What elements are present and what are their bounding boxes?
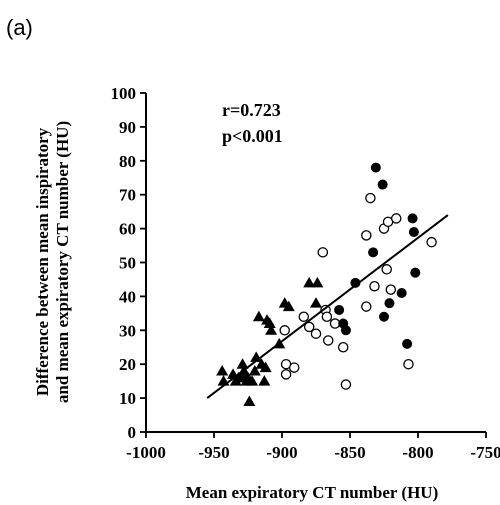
data-point-triangle <box>265 324 278 335</box>
data-point-triangle <box>282 300 295 312</box>
data-point-triangle <box>243 395 256 406</box>
y-tick-label: 20 <box>119 355 136 374</box>
data-point-open-circle <box>361 230 372 241</box>
data-point-filled-circle <box>379 311 389 322</box>
data-point-filled-circle <box>368 247 379 258</box>
y-axis-ticks: 0 10 20 30 40 50 60 70 80 90 100 <box>111 84 146 442</box>
data-point-open-circle <box>310 328 322 339</box>
x-axis-ticks: -1000 -950 -900 -850 -800 -750 <box>126 432 500 462</box>
y-tick-label: 10 <box>119 389 136 408</box>
data-point-filled-circle <box>370 162 381 173</box>
regression-line <box>206 214 449 399</box>
regression-line-group <box>206 214 449 399</box>
y-tick-label: 70 <box>119 186 136 205</box>
y-tick-label: 40 <box>119 287 136 306</box>
data-point-triangle <box>216 364 229 376</box>
data-point-open-circle <box>288 362 300 373</box>
y-tick-label: 60 <box>119 220 136 239</box>
data-point-filled-circle <box>407 213 418 224</box>
y-tick-label: 80 <box>119 152 136 171</box>
x-tick-label: -900 <box>266 443 297 462</box>
data-point-open-circle <box>298 311 310 322</box>
data-point-filled-circle <box>350 277 361 288</box>
data-point-triangle <box>263 317 276 329</box>
data-point-open-circle <box>337 341 349 353</box>
data-points <box>216 162 437 406</box>
data-point-filled-circle <box>410 267 421 278</box>
data-point-open-circle <box>426 236 437 248</box>
data-point-filled-circle <box>334 304 345 315</box>
data-point-triangle <box>248 364 261 376</box>
panel-label: (a) <box>6 15 33 40</box>
data-point-filled-circle <box>377 179 388 190</box>
data-point-open-circle <box>322 335 334 346</box>
axes <box>145 93 486 433</box>
data-point-open-circle <box>381 264 392 275</box>
data-point-open-circle <box>365 192 376 204</box>
data-point-open-circle <box>369 280 380 292</box>
data-point-open-circle <box>403 358 414 370</box>
x-axis-title: Mean expiratory CT number (HU) <box>186 483 438 502</box>
data-point-triangle <box>310 297 322 308</box>
data-point-triangle <box>303 276 316 288</box>
data-point-open-circle <box>279 325 290 336</box>
x-tick-label: -950 <box>198 443 229 462</box>
y-tick-label: 0 <box>128 423 137 442</box>
data-point-triangle <box>236 358 249 369</box>
data-point-open-circle <box>390 213 402 224</box>
data-point-open-circle <box>385 284 397 295</box>
data-point-open-circle <box>303 321 315 333</box>
y-tick-label: 30 <box>119 321 136 340</box>
x-tick-label: -850 <box>334 443 365 462</box>
y-tick-label: 100 <box>111 84 137 103</box>
p-value-annotation: p<0.001 <box>222 126 283 146</box>
y-axis-title-line-2: and mean expiratory CT number (HU) <box>53 121 72 403</box>
x-tick-label: -800 <box>402 443 433 462</box>
data-point-open-circle <box>361 301 372 312</box>
x-tick-label: -750 <box>470 443 500 462</box>
data-point-triangle <box>311 276 324 288</box>
data-point-open-circle <box>280 369 292 380</box>
data-point-triangle <box>259 361 272 373</box>
data-point-open-circle <box>317 247 329 258</box>
data-point-open-circle <box>321 311 333 322</box>
data-point-open-circle <box>340 379 352 390</box>
correlation-annotation: r=0.723 <box>222 100 281 120</box>
data-point-filled-circle <box>340 325 351 336</box>
x-tick-label: -1000 <box>126 443 166 462</box>
y-axis-title-line-1: Difference between mean inspiratory <box>33 127 52 396</box>
data-point-filled-circle <box>402 338 413 349</box>
data-point-filled-circle <box>396 288 407 299</box>
y-tick-label: 90 <box>119 118 136 137</box>
y-tick-label: 50 <box>119 254 136 273</box>
data-point-triangle <box>246 375 259 386</box>
data-point-triangle <box>258 375 271 386</box>
data-point-filled-circle <box>384 298 395 309</box>
data-point-triangle <box>233 371 246 383</box>
data-point-filled-circle <box>408 226 419 237</box>
data-point-triangle <box>217 375 230 386</box>
data-point-triangle <box>252 310 265 322</box>
